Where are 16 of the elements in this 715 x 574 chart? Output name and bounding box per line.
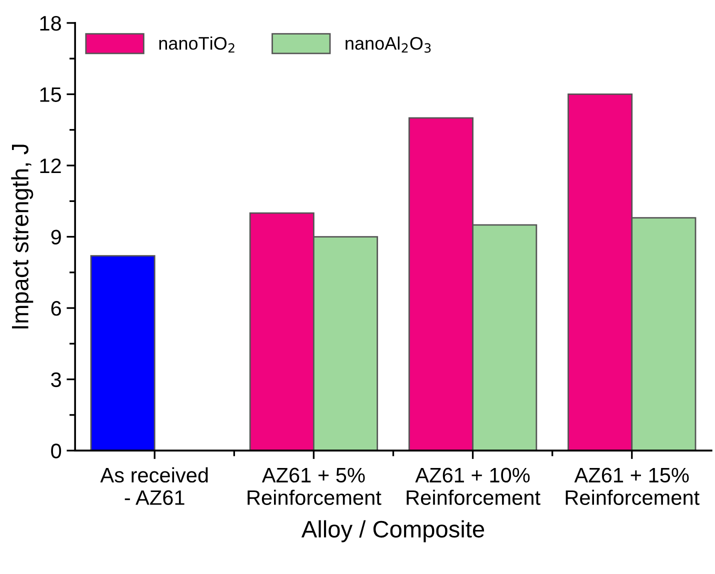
y-tick-label: 12 — [40, 158, 61, 174]
y-tick-label: 15 — [40, 87, 62, 102]
x-tick-label: AZ61 + 15% Reinforcement — [566, 468, 700, 505]
legend-label: nanoAl$_{2}$O$_{3}$ — [346, 36, 431, 53]
y-tick-label: 18 — [40, 16, 61, 31]
y-tick-label: 9 — [51, 230, 61, 245]
y-tick-label: 3 — [51, 372, 61, 388]
x-tick-label: As received - AZ61 — [100, 467, 208, 505]
bar — [90, 255, 156, 451]
y-tick-label: 0 — [51, 444, 62, 458]
legend-label: nanoTiO$_{2}$ — [159, 36, 234, 53]
y-tick-label: 6 — [51, 301, 61, 316]
x-tick-label: AZ61 + 10% Reinforcement — [406, 468, 540, 505]
y-axis-title: Impact strength, J — [11, 144, 34, 328]
x-tick-label: AZ61 + 5% Reinforcement — [248, 468, 382, 505]
x-axis-title: Alloy / Composite — [301, 520, 484, 542]
